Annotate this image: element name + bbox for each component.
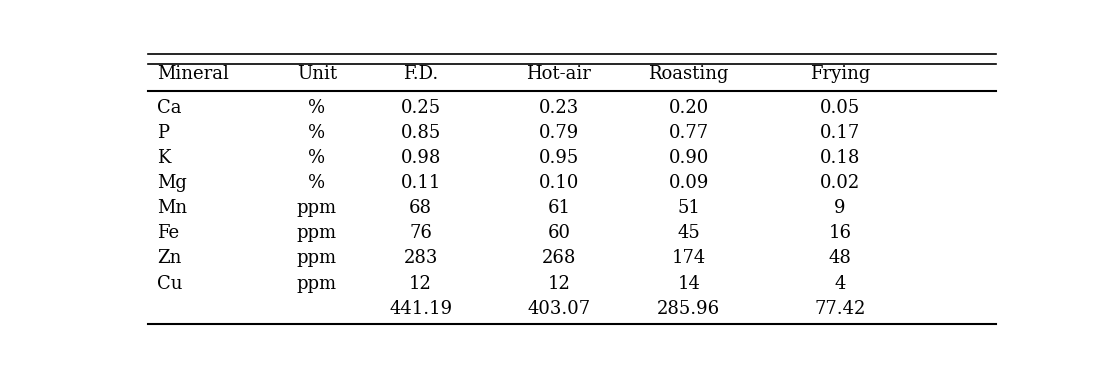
Text: %: % [308, 149, 326, 167]
Text: 48: 48 [829, 249, 852, 268]
Text: 0.09: 0.09 [668, 174, 709, 192]
Text: 45: 45 [677, 224, 700, 242]
Text: 0.85: 0.85 [401, 124, 441, 142]
Text: 16: 16 [828, 224, 852, 242]
Text: 12: 12 [548, 275, 570, 293]
Text: 12: 12 [410, 275, 432, 293]
Text: %: % [308, 124, 326, 142]
Text: 441.19: 441.19 [389, 300, 452, 317]
Text: 0.10: 0.10 [539, 174, 579, 192]
Text: 283: 283 [403, 249, 437, 268]
Text: F.D.: F.D. [403, 65, 439, 83]
Text: 0.90: 0.90 [668, 149, 709, 167]
Text: Cu: Cu [156, 275, 182, 293]
Text: 77.42: 77.42 [815, 300, 866, 317]
Text: Unit: Unit [297, 65, 337, 83]
Text: 0.25: 0.25 [401, 99, 441, 117]
Text: 0.17: 0.17 [820, 124, 860, 142]
Text: 268: 268 [541, 249, 576, 268]
Text: 0.98: 0.98 [401, 149, 441, 167]
Text: ppm: ppm [297, 249, 337, 268]
Text: ppm: ppm [297, 275, 337, 293]
Text: 0.11: 0.11 [401, 174, 441, 192]
Text: Roasting: Roasting [648, 65, 729, 83]
Text: 403.07: 403.07 [528, 300, 590, 317]
Text: Fe: Fe [156, 224, 179, 242]
Text: 0.05: 0.05 [820, 99, 860, 117]
Text: Mg: Mg [156, 174, 186, 192]
Text: 0.79: 0.79 [539, 124, 579, 142]
Text: 4: 4 [835, 275, 846, 293]
Text: %: % [308, 99, 326, 117]
Text: Zn: Zn [156, 249, 181, 268]
Text: %: % [308, 174, 326, 192]
Text: 0.02: 0.02 [820, 174, 860, 192]
Text: 60: 60 [548, 224, 570, 242]
Text: 14: 14 [677, 275, 700, 293]
Text: 76: 76 [410, 224, 432, 242]
Text: 0.18: 0.18 [820, 149, 860, 167]
Text: 61: 61 [548, 199, 570, 217]
Text: 68: 68 [410, 199, 432, 217]
Text: 174: 174 [672, 249, 705, 268]
Text: Mn: Mn [156, 199, 186, 217]
Text: 0.20: 0.20 [668, 99, 709, 117]
Text: 51: 51 [677, 199, 700, 217]
Text: Frying: Frying [810, 65, 870, 83]
Text: 9: 9 [835, 199, 846, 217]
Text: K: K [156, 149, 170, 167]
Text: P: P [156, 124, 169, 142]
Text: Mineral: Mineral [156, 65, 229, 83]
Text: 0.77: 0.77 [668, 124, 709, 142]
Text: ppm: ppm [297, 199, 337, 217]
Text: Hot-air: Hot-air [527, 65, 591, 83]
Text: 285.96: 285.96 [657, 300, 720, 317]
Text: Ca: Ca [156, 99, 181, 117]
Text: 0.95: 0.95 [539, 149, 579, 167]
Text: 0.23: 0.23 [539, 99, 579, 117]
Text: ppm: ppm [297, 224, 337, 242]
